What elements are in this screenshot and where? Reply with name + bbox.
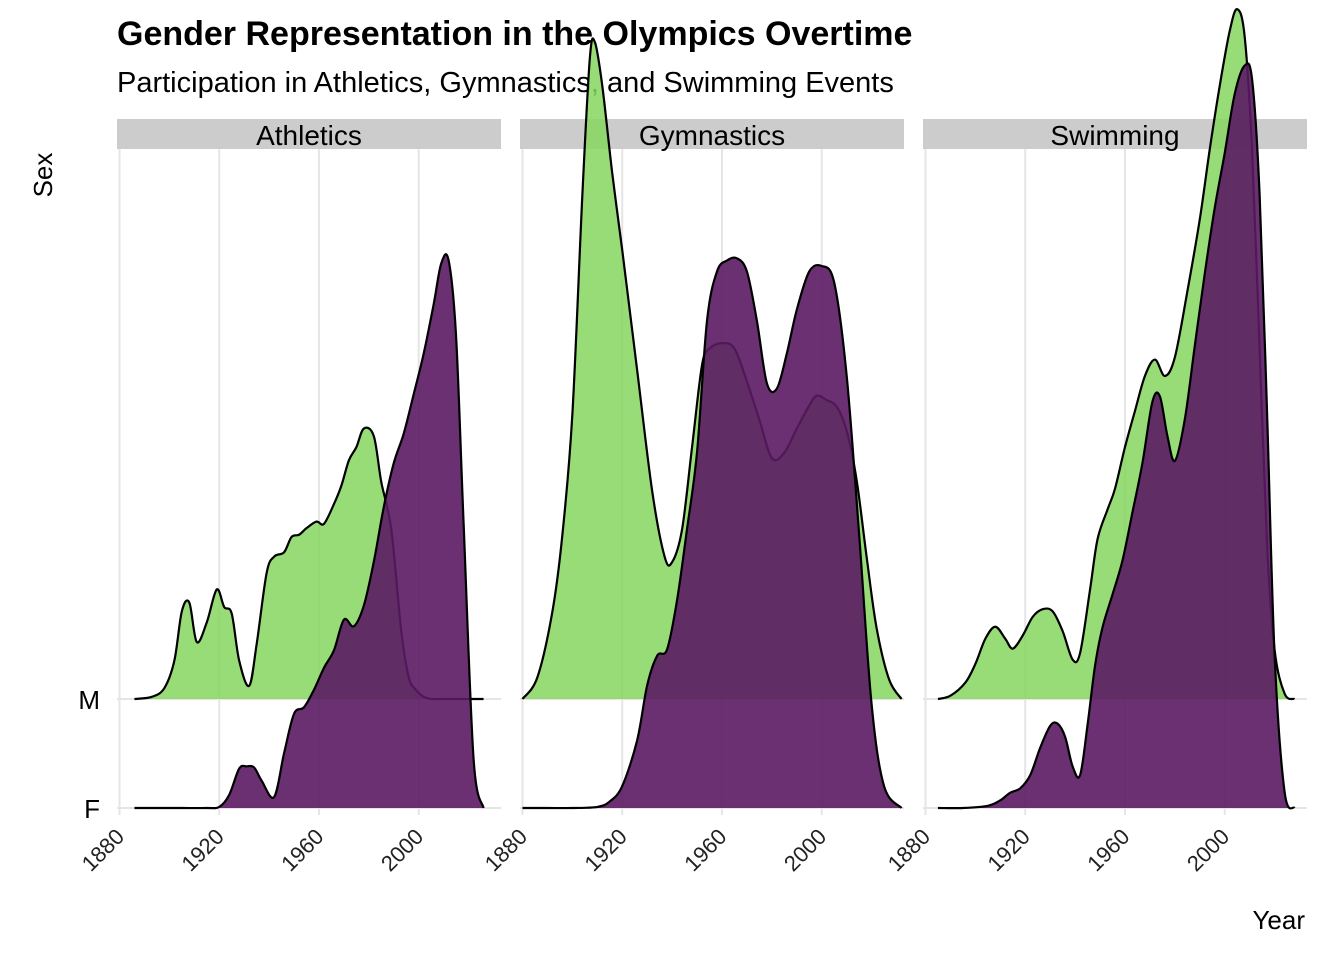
x-tick-label: 1920 — [982, 824, 1034, 876]
x-tick-label: 2000 — [779, 824, 831, 876]
ridge-area-f — [937, 63, 1295, 809]
facet-panel-athletics: Athletics 1880 1920 1960 2000 — [77, 119, 501, 876]
x-axis-title: Year — [1252, 905, 1305, 935]
y-axis-title: Sex — [28, 153, 58, 198]
x-tick-label: 2000 — [1182, 824, 1234, 876]
y-tick-label-m: M — [78, 685, 100, 715]
x-tick-label: 1880 — [480, 824, 532, 876]
ridge-outline-f — [522, 256, 903, 810]
ridge-outline-f — [937, 62, 1296, 810]
facet-strip-label: Athletics — [256, 120, 362, 151]
ridge-area-f — [134, 254, 484, 809]
facet-strip-label: Gymnastics — [639, 120, 785, 151]
facet-panel-swimming: Swimming 1880 1920 1960 2000 — [883, 8, 1307, 876]
facet-panels: Athletics 1880 1920 1960 2000 Gymnastics 1880 1… — [77, 8, 1307, 876]
y-axis: FM — [78, 685, 100, 824]
x-tick-label: 1960 — [1082, 824, 1134, 876]
x-tick-label: 1880 — [77, 824, 129, 876]
x-tick-label: 1920 — [176, 824, 228, 876]
ridge-outline-f — [134, 253, 485, 810]
chart-title: Gender Representation in the Olympics Ov… — [117, 15, 913, 53]
y-tick-label-f: F — [84, 794, 100, 824]
x-tick-label: 1960 — [679, 824, 731, 876]
ridge-area-f — [522, 257, 902, 809]
facet-strip — [117, 119, 501, 149]
x-tick-label: 2000 — [376, 824, 428, 876]
chart-subtitle: Participation in Athletics, Gymnastics, … — [117, 67, 894, 99]
facet-strip-label: Swimming — [1050, 120, 1179, 151]
facet-panel-gymnastics: Gymnastics 1880 1920 1960 2000 — [480, 37, 904, 876]
x-tick-label: 1960 — [276, 824, 328, 876]
x-tick-label: 1880 — [883, 824, 935, 876]
x-tick-label: 1920 — [579, 824, 631, 876]
